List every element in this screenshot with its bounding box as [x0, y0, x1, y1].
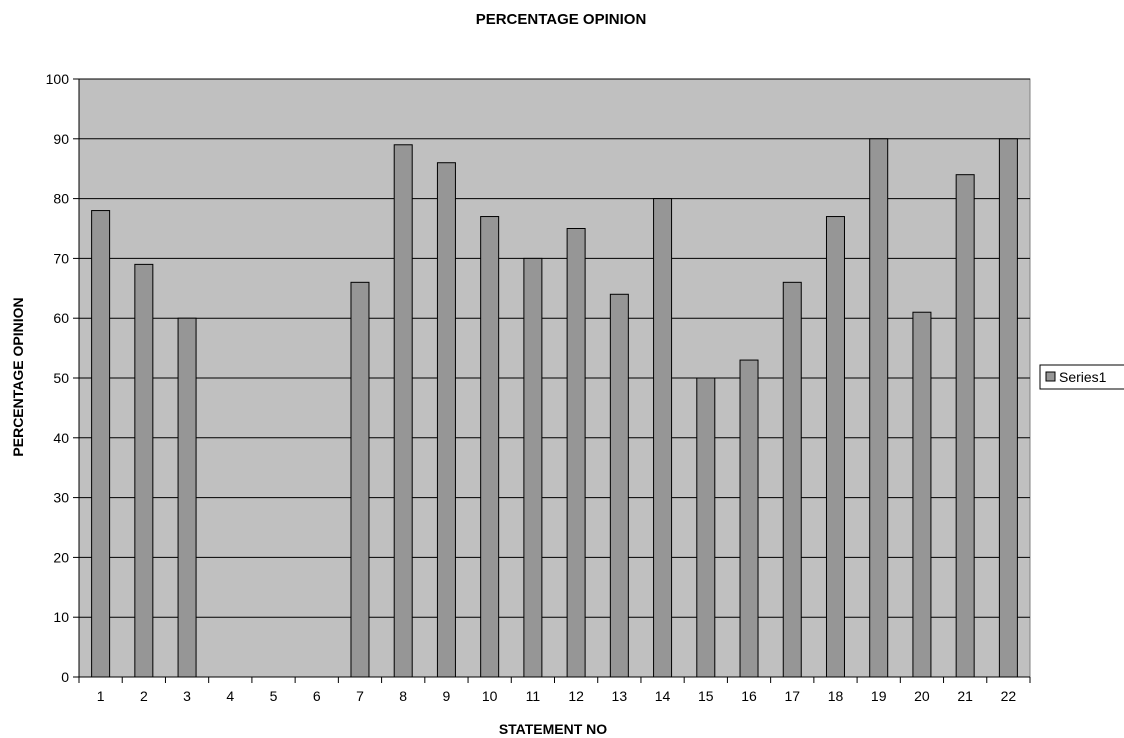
y-tick-label: 20 [53, 549, 69, 565]
bar-statement-10 [480, 216, 500, 678]
y-tick-label: 40 [53, 430, 69, 446]
bar-statement-9 [436, 162, 456, 678]
x-tick-label: 14 [655, 688, 671, 704]
legend-label: Series1 [1059, 369, 1107, 385]
x-tick-label: 12 [568, 688, 584, 704]
bar-statement-21 [955, 174, 975, 678]
bar-statement-7 [350, 281, 370, 678]
bar-statement-11 [523, 257, 543, 678]
y-tick-label: 60 [53, 310, 69, 326]
bars [91, 138, 1018, 678]
y-tick-label: 0 [61, 669, 69, 685]
y-tick-label: 50 [53, 370, 69, 386]
chart-title: PERCENTAGE OPINION [476, 11, 647, 28]
bar-statement-2 [134, 263, 154, 678]
y-axis-ticks: 0 10 20 30 40 50 60 70 80 90 100 [46, 71, 79, 685]
x-tick-label: 7 [356, 688, 364, 704]
bar-statement-8 [393, 144, 413, 678]
x-tick-label: 2 [140, 688, 148, 704]
y-axis-title: PERCENTAGE OPINION [10, 297, 26, 456]
legend-swatch [1045, 371, 1056, 382]
x-tick-label: 15 [698, 688, 714, 704]
bar-statement-19 [869, 138, 889, 678]
y-tick-label: 30 [53, 490, 69, 506]
x-tick-label: 21 [957, 688, 973, 704]
legend: Series1 [1039, 364, 1124, 390]
y-tick-label: 90 [53, 131, 69, 147]
x-axis-title: STATEMENT NO [499, 721, 607, 737]
bar-statement-17 [782, 281, 802, 678]
bar-statement-14 [653, 198, 673, 678]
x-tick-label: 18 [828, 688, 844, 704]
x-tick-label: 5 [270, 688, 278, 704]
x-tick-label: 10 [482, 688, 498, 704]
legend-box [1039, 364, 1124, 390]
x-tick-label: 11 [526, 688, 541, 704]
x-axis-ticks: 1 2 3 4 5 6 7 8 9 10 11 12 13 14 15 16 17 18 19 20 21 22 [78, 677, 1031, 704]
y-tick-label: 100 [46, 71, 70, 87]
bar-statement-18 [825, 216, 845, 678]
bar-statement-20 [912, 311, 932, 678]
x-tick-label: 17 [784, 688, 800, 704]
bar-statement-16 [739, 359, 759, 678]
y-tick-label: 70 [53, 250, 69, 266]
x-tick-label: 3 [183, 688, 191, 704]
bar-statement-13 [609, 293, 629, 678]
x-tick-label: 22 [1001, 688, 1017, 704]
bar-statement-15 [696, 377, 716, 678]
x-tick-label: 9 [443, 688, 451, 704]
x-tick-label: 13 [612, 688, 628, 704]
x-tick-label: 20 [914, 688, 930, 704]
x-tick-label: 16 [741, 688, 757, 704]
x-tick-label: 4 [226, 688, 234, 704]
x-tick-label: 19 [871, 688, 887, 704]
x-tick-label: 1 [97, 688, 105, 704]
bar-statement-3 [177, 317, 197, 678]
x-tick-label: 8 [399, 688, 407, 704]
bar-statement-22 [998, 138, 1018, 678]
bar-statement-12 [566, 228, 586, 678]
y-tick-label: 80 [53, 191, 69, 207]
y-tick-label: 10 [53, 609, 69, 625]
x-tick-label: 6 [313, 688, 321, 704]
bar-statement-1 [91, 210, 111, 678]
